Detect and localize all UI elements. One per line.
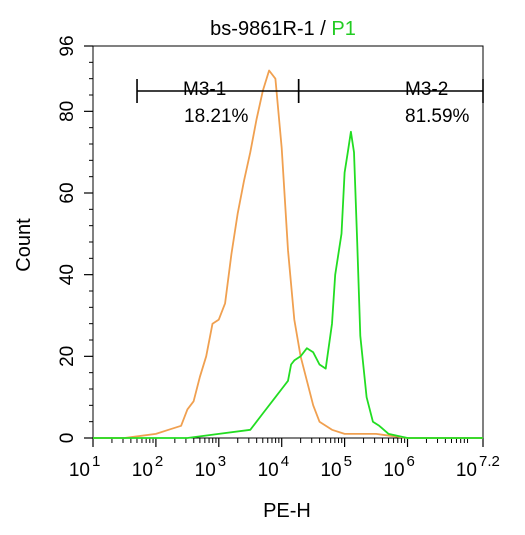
x-tick-exponent: 3 — [218, 453, 226, 470]
title-gate: P1 — [331, 18, 355, 40]
histogram-series-1 — [93, 69, 483, 439]
y-tick-label: 60 — [57, 182, 78, 203]
y-tick-label: 0 — [57, 433, 78, 444]
x-tick-exponent: 1 — [92, 453, 100, 470]
x-tick-label: 10 — [69, 460, 90, 481]
x-axis-label: PE-H — [263, 500, 311, 522]
x-tick-label: 10 — [456, 460, 477, 481]
x-tick-label: 10 — [195, 460, 216, 481]
x-tick-label: 10 — [383, 460, 404, 481]
x-tick-label: 10 — [132, 460, 153, 481]
gate-name-2: M3-2 — [405, 79, 448, 100]
histogram-series-2 — [93, 130, 483, 439]
gate-name-1: M3-1 — [183, 79, 226, 100]
y-tick-label: 80 — [57, 101, 78, 122]
title-sample: bs-9861R-1 — [210, 18, 315, 40]
y-tick-label: 40 — [57, 264, 78, 285]
x-tick-exponent: 2 — [155, 453, 163, 470]
gate-percent-1: 18.21% — [184, 106, 249, 127]
gate-percent-2: 81.59% — [405, 106, 470, 127]
chart-title: bs-9861R-1 / P1 — [210, 18, 356, 40]
x-tick-exponent: 6 — [407, 453, 415, 470]
title-separator: / — [315, 18, 332, 40]
y-tick-label: 20 — [57, 346, 78, 367]
x-tick-exponent: 5 — [344, 453, 352, 470]
x-tick-exponent: 4 — [281, 453, 289, 470]
y-axis-label: Count — [13, 218, 35, 272]
x-tick-label: 10 — [258, 460, 279, 481]
x-tick-label: 10 — [320, 460, 341, 481]
y-tick-label: 96 — [57, 35, 78, 56]
x-tick-exponent: 7.2 — [479, 453, 500, 470]
